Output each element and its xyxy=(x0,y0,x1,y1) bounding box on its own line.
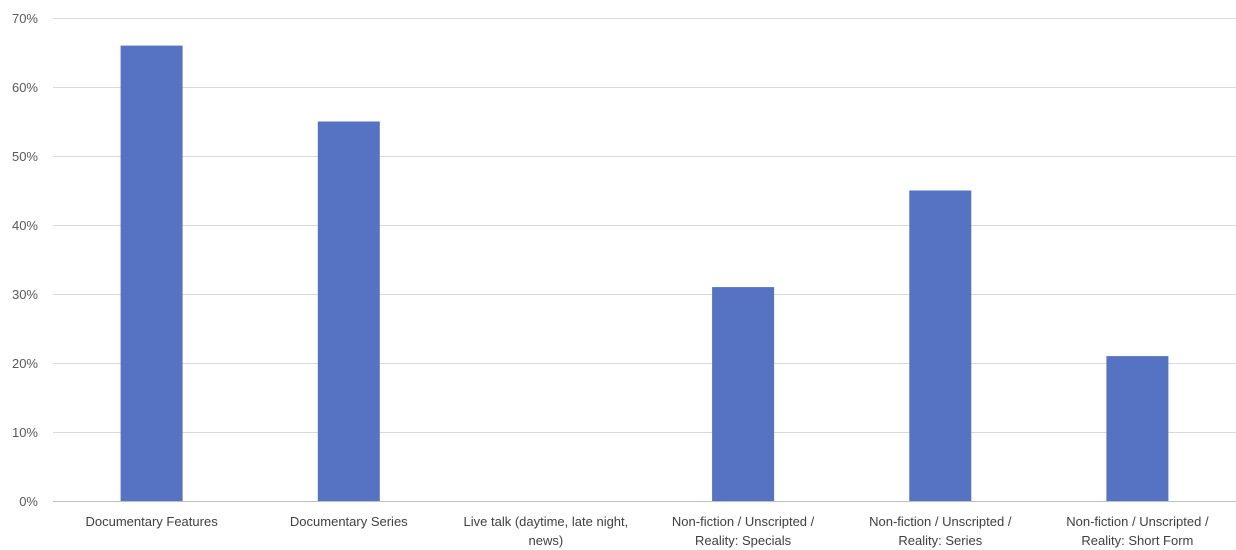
y-tick-label: 70% xyxy=(12,11,38,26)
bars xyxy=(120,45,1169,501)
x-tick-label: Non-fiction / Unscripted / Reality: Short… xyxy=(1066,514,1209,548)
y-axis-ticks: 0% 10% 20% 30% 40% 50% 60% 70% xyxy=(12,11,38,509)
bar xyxy=(317,121,380,501)
y-tick-label: 40% xyxy=(12,218,38,233)
y-tick-label: 60% xyxy=(12,80,38,95)
bar xyxy=(120,45,183,501)
x-tick-label: Documentary Features xyxy=(85,514,218,529)
gridlines xyxy=(53,18,1236,433)
y-tick-label: 30% xyxy=(12,287,38,302)
y-tick-label: 20% xyxy=(12,356,38,371)
y-tick-label: 10% xyxy=(12,425,38,440)
y-tick-label: 0% xyxy=(19,494,38,509)
x-tick-label: Documentary Series xyxy=(290,514,408,529)
x-tick-label: Non-fiction / Unscripted / Reality: Serie… xyxy=(869,514,1012,548)
bar xyxy=(712,287,775,501)
bar xyxy=(1106,356,1169,501)
x-tick-label: Live talk (daytime, late night, news) xyxy=(464,514,629,548)
bar xyxy=(909,190,972,501)
x-tick-label: Non-fiction / Unscripted / Reality: Speci… xyxy=(672,514,815,548)
x-axis-labels: Documentary Features Documentary Series Li… xyxy=(85,514,1208,548)
y-tick-label: 50% xyxy=(12,149,38,164)
